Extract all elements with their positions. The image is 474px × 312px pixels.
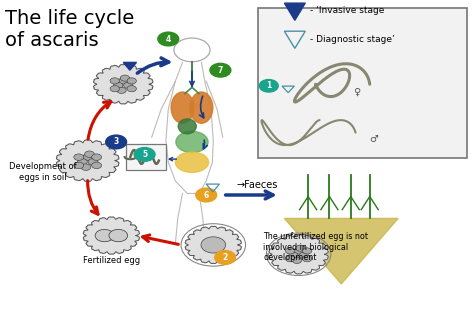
Text: ♀: ♀	[353, 87, 360, 97]
Text: Development of
eggs in soil: Development of eggs in soil	[9, 162, 76, 182]
Circle shape	[110, 85, 119, 92]
FancyBboxPatch shape	[258, 8, 467, 158]
Circle shape	[215, 251, 236, 264]
Circle shape	[83, 154, 92, 160]
Polygon shape	[123, 62, 137, 70]
Text: - Diagnostic stage’: - Diagnostic stage’	[310, 35, 395, 43]
Circle shape	[201, 237, 226, 253]
Circle shape	[294, 248, 303, 254]
Polygon shape	[269, 235, 328, 274]
Circle shape	[285, 248, 295, 254]
Circle shape	[285, 256, 295, 262]
Circle shape	[91, 154, 101, 160]
Circle shape	[302, 256, 312, 262]
Polygon shape	[56, 140, 119, 181]
Circle shape	[74, 162, 84, 169]
Text: 5: 5	[142, 150, 147, 159]
FancyArrowPatch shape	[226, 191, 273, 199]
Text: ♂: ♂	[370, 134, 378, 144]
Circle shape	[109, 229, 128, 242]
FancyBboxPatch shape	[126, 144, 166, 170]
Ellipse shape	[190, 92, 213, 123]
Circle shape	[120, 75, 129, 81]
FancyArrowPatch shape	[88, 181, 98, 214]
Polygon shape	[185, 226, 241, 264]
Ellipse shape	[175, 152, 209, 172]
Circle shape	[124, 82, 133, 88]
Circle shape	[88, 158, 98, 165]
Text: →Faeces: →Faeces	[236, 180, 277, 190]
FancyArrowPatch shape	[143, 235, 178, 244]
FancyArrowPatch shape	[88, 102, 111, 139]
Circle shape	[117, 87, 126, 94]
Polygon shape	[83, 217, 139, 254]
Text: The life cycle
of ascaris: The life cycle of ascaris	[5, 9, 134, 50]
Text: 3: 3	[113, 138, 119, 146]
Circle shape	[299, 252, 309, 258]
Ellipse shape	[176, 131, 208, 153]
Circle shape	[127, 78, 137, 84]
Circle shape	[95, 229, 114, 242]
Circle shape	[292, 257, 301, 264]
Text: 2: 2	[222, 253, 228, 262]
Circle shape	[158, 32, 179, 46]
Circle shape	[296, 245, 305, 251]
Circle shape	[289, 252, 298, 258]
FancyArrowPatch shape	[190, 71, 194, 86]
Text: 6: 6	[203, 191, 209, 199]
FancyArrowPatch shape	[169, 158, 176, 161]
Circle shape	[84, 151, 94, 158]
Circle shape	[118, 78, 128, 84]
Circle shape	[196, 188, 217, 202]
Circle shape	[113, 82, 123, 88]
Circle shape	[74, 154, 84, 160]
Ellipse shape	[171, 92, 194, 123]
Circle shape	[91, 162, 101, 169]
Circle shape	[81, 164, 91, 170]
Circle shape	[302, 248, 312, 254]
Polygon shape	[284, 3, 305, 20]
Circle shape	[210, 63, 231, 77]
Text: The unfertilized egg is not
involved in biological
development: The unfertilized egg is not involved in …	[263, 232, 368, 262]
Circle shape	[134, 148, 155, 161]
Ellipse shape	[178, 119, 196, 134]
Text: Fertilized egg: Fertilized egg	[83, 256, 140, 265]
FancyArrowPatch shape	[137, 58, 169, 73]
Polygon shape	[284, 218, 398, 284]
FancyArrowPatch shape	[200, 96, 204, 118]
Circle shape	[106, 135, 127, 149]
Text: 1: 1	[266, 81, 272, 90]
Text: - ‘Invasive stage: - ‘Invasive stage	[310, 7, 385, 15]
Circle shape	[127, 85, 137, 92]
Circle shape	[110, 78, 119, 84]
Text: 7: 7	[218, 66, 223, 75]
Circle shape	[77, 158, 87, 165]
Polygon shape	[93, 65, 153, 104]
Circle shape	[259, 80, 278, 92]
FancyArrowPatch shape	[203, 140, 207, 149]
Text: 4: 4	[165, 35, 171, 43]
